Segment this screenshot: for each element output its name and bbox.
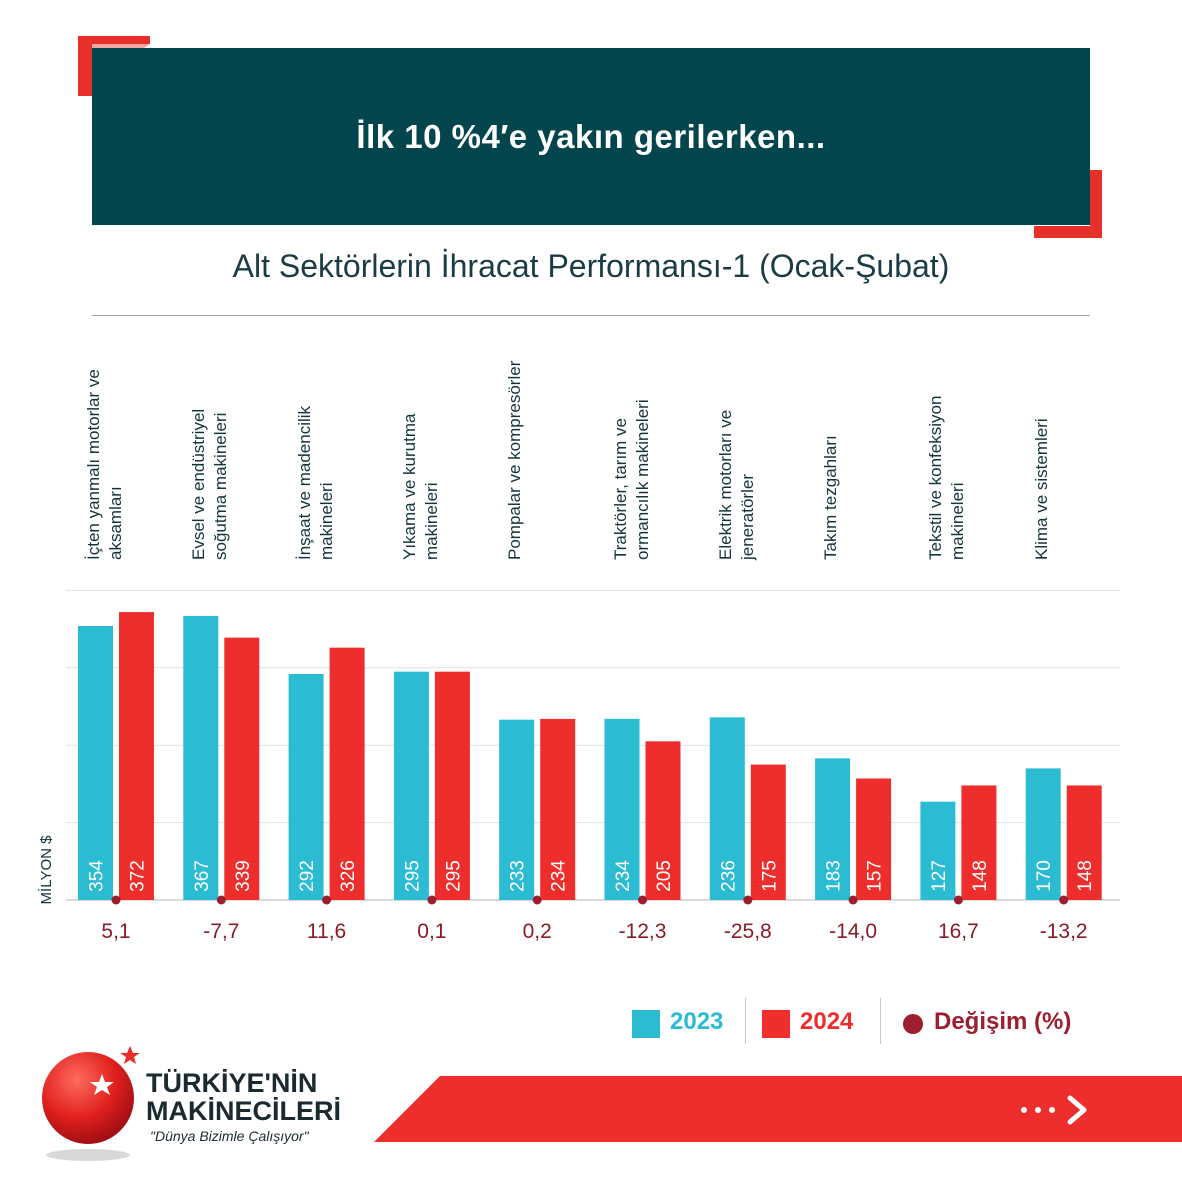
bar-value-label: 175 (759, 860, 780, 892)
brand-slogan: "Dünya Bizimle Çalışıyor" (150, 1128, 309, 1144)
bar-2024 (540, 718, 576, 900)
change-value-label: -7,7 (203, 920, 239, 943)
bar-2023 (183, 615, 219, 900)
bar-value-label: 170 (1034, 860, 1055, 892)
bar-value-label: 233 (508, 860, 529, 892)
chart-title: Alt Sektörlerin İhracat Performansı-1 (O… (232, 248, 950, 284)
bar-value-label: 183 (824, 860, 845, 892)
next-arrow-icon[interactable] (1018, 1092, 1098, 1128)
legend-label-change: Değişim (%) (934, 1008, 1072, 1035)
category-label: Takım tezgahları (821, 435, 841, 560)
title-divider (92, 315, 1090, 316)
bar-2024 (224, 637, 260, 900)
category-label: Klima ve sistemleri (1031, 418, 1051, 560)
footer-bar (374, 1076, 1182, 1142)
change-value-label: 5,1 (101, 920, 130, 943)
bar-value-label: 148 (1075, 860, 1096, 892)
legend-label-2023: 2023 (670, 1008, 724, 1035)
change-dot (111, 895, 121, 905)
bar-value-label: 295 (443, 860, 464, 892)
category-label: Pompalar ve kompresörler (505, 360, 525, 560)
change-value-label: -25,8 (724, 920, 772, 943)
bar-value-label: 339 (233, 860, 254, 892)
change-value-label: 16,7 (938, 920, 979, 943)
bar-value-label: 127 (929, 860, 950, 892)
change-dot (953, 895, 963, 905)
bar-2024 (1066, 785, 1102, 900)
bar-value-label: 295 (402, 860, 423, 892)
star-icon (90, 1074, 114, 1095)
bar-value-label: 234 (613, 860, 634, 892)
star-icon (120, 1046, 140, 1064)
change-value-label: -12,3 (619, 920, 667, 943)
bar-2024 (119, 612, 154, 900)
brand-name-line2: MAKİNECİLERİ (146, 1096, 341, 1126)
bar-value-label: 236 (718, 860, 739, 892)
legend-swatch-2024 (762, 1010, 790, 1038)
brand-name-line1: TÜRKİYE'NİN (146, 1068, 318, 1098)
change-dot (638, 895, 647, 905)
category-label: İçten yanmalı motorlar ve aksamları (84, 369, 125, 560)
change-value-label: 0,1 (417, 920, 446, 943)
bar-2023 (393, 671, 429, 900)
bar-value-label: 157 (865, 860, 886, 892)
bar-2024 (329, 647, 365, 900)
bar-2024 (645, 741, 681, 900)
category-label: Traktörler, tarım ve ormancılık makinele… (610, 399, 652, 560)
category-label: Tekstil ve konfeksiyon makineleri (926, 395, 968, 560)
legend-divider (745, 998, 746, 1044)
bar-value-label: 292 (297, 860, 318, 892)
bar-2024 (750, 764, 786, 900)
legend-label-2024: 2024 (800, 1008, 854, 1035)
bar-2023 (1025, 768, 1061, 900)
change-dot (427, 895, 437, 905)
bar-2023 (815, 758, 851, 900)
change-value-label: 11,6 (307, 920, 346, 943)
bar-2024 (434, 671, 470, 900)
category-label: Evsel ve endüstriyel soğutma makineleri (189, 408, 231, 560)
bar-value-label: 354 (87, 860, 108, 892)
header-banner: İlk 10 %4′e yakın gerilerken... (92, 48, 1090, 225)
change-value-label: 0,2 (523, 920, 552, 943)
legend-dot-change (903, 1014, 923, 1034)
change-dot (532, 895, 542, 905)
bar-value-label: 372 (128, 860, 149, 892)
bar-2023 (920, 801, 956, 900)
legend-swatch-2023 (632, 1010, 660, 1038)
bar-2024 (961, 785, 997, 900)
bar-value-label: 234 (549, 860, 570, 892)
bar-value-label: 367 (192, 860, 213, 892)
bar-2023 (604, 718, 640, 900)
header-title: İlk 10 %4′e yakın gerilerken... (356, 117, 826, 155)
bar-2023 (499, 719, 535, 900)
change-value-label: -13,2 (1040, 920, 1088, 943)
change-dot (216, 895, 226, 905)
bar-2024 (856, 778, 892, 900)
bar-2023 (78, 626, 113, 900)
y-axis-label: MİLYON $ (37, 835, 55, 905)
bar-chart: MİLYON $ 354 372 5,1 367 339 -7,7 292 326 11,6 295… (37, 589, 1120, 943)
bar-value-label: 326 (338, 860, 359, 892)
change-dot (848, 895, 858, 905)
bar-value-label: 148 (970, 860, 991, 892)
change-dot (743, 895, 753, 905)
bar-2023 (709, 717, 745, 900)
change-dot (1059, 895, 1069, 905)
category-label: İnşaat ve madencilik makineleri (294, 405, 336, 560)
brand-logo (42, 1046, 140, 1161)
category-label: Yıkama ve kurutma makineleri (399, 413, 441, 560)
category-label: Elektrik motorları ve jeneratörler (715, 409, 757, 560)
corner-accent-bottom-right (1034, 170, 1102, 238)
change-dot (322, 895, 332, 905)
bar-value-label: 205 (654, 860, 675, 892)
change-value-label: -14,0 (829, 920, 877, 943)
legend-divider (880, 998, 881, 1044)
bar-2023 (288, 673, 324, 900)
